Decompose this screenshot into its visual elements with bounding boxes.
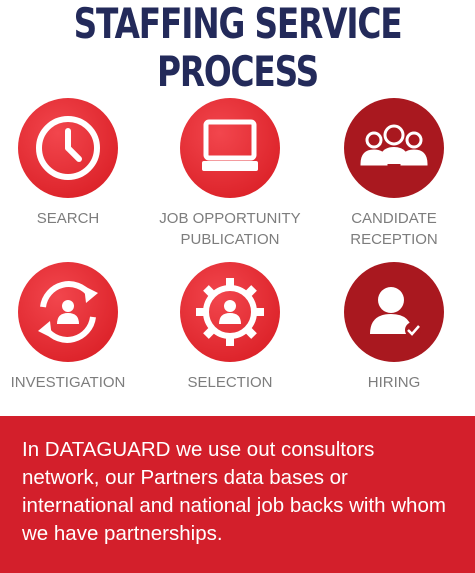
step-hiring: HIRING	[314, 262, 474, 393]
step-label: INVESTIGATION	[10, 374, 126, 391]
step-label: CANDIDATE RECEPTION	[350, 210, 438, 248]
step-circle	[18, 98, 118, 198]
step-label: SEARCH	[36, 210, 100, 227]
banner-text: In DATAGUARD we use out consultors netwo…	[22, 438, 446, 545]
monitor-icon	[180, 98, 280, 198]
person-check-icon	[344, 262, 444, 362]
page-title: STAFFING SERVICE PROCESS	[73, 0, 403, 96]
gear-person-icon	[180, 262, 280, 362]
step-search: SEARCH	[0, 98, 148, 229]
step-circle	[344, 262, 444, 362]
step-circle	[344, 98, 444, 198]
step-circle	[180, 98, 280, 198]
step-circle	[180, 262, 280, 362]
step-label: SELECTION	[187, 374, 273, 391]
step-candidate-reception: CANDIDATE RECEPTION	[314, 98, 474, 250]
step-circle	[18, 262, 118, 362]
step-selection: SELECTION	[150, 262, 310, 393]
step-label: HIRING	[367, 374, 421, 391]
step-job-opportunity-publication: JOB OPPORTUNITY PUBLICATION	[150, 98, 310, 250]
group-icon	[344, 98, 444, 198]
refresh-person-icon	[18, 262, 118, 362]
clock-icon	[18, 98, 118, 198]
step-investigation: INVESTIGATION	[0, 262, 148, 393]
step-label: JOB OPPORTUNITY PUBLICATION	[159, 210, 301, 248]
info-banner: In DATAGUARD we use out consultors netwo…	[0, 416, 475, 573]
